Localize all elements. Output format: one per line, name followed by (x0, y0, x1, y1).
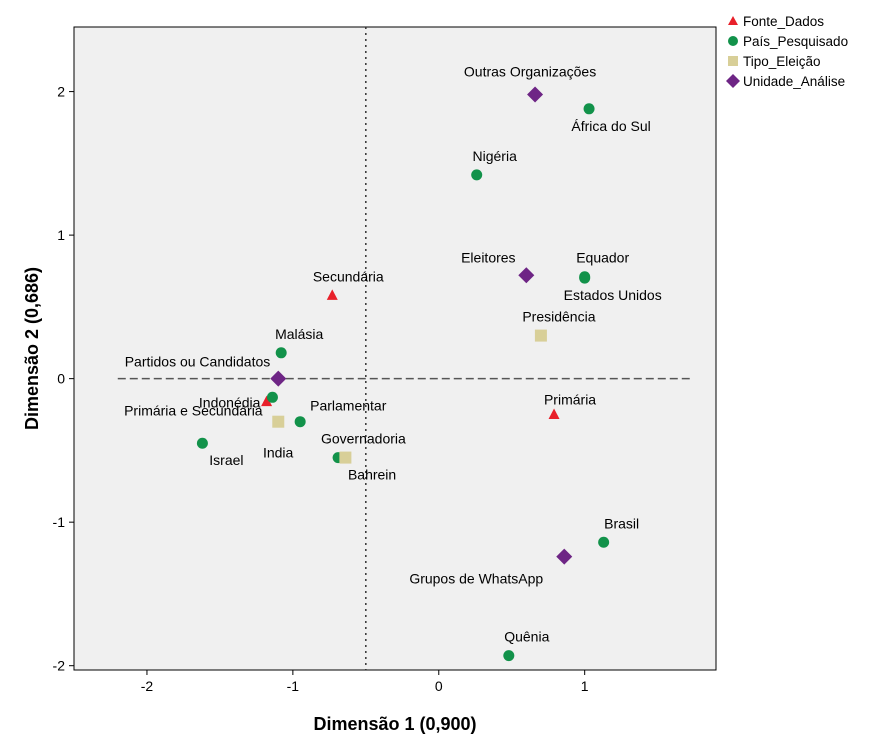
point-label: Parlamentar (310, 398, 387, 414)
legend-marker-diamond (726, 74, 740, 88)
point-label: Governadoria (321, 431, 406, 447)
point-triangle (261, 395, 273, 407)
point-label: Partidos ou Candidatos (125, 354, 271, 370)
x-tick-label: -2 (141, 678, 154, 694)
point-label: África do Sul (571, 118, 650, 134)
legend-marker-circle (728, 36, 738, 46)
point-label: Nigéria (473, 148, 518, 164)
legend-label: Unidade_Análise (743, 74, 845, 89)
point-label: Bahrein (348, 467, 396, 483)
point-diamond (270, 370, 287, 387)
point-label: Primária (544, 392, 596, 408)
point-label: Indonédia (199, 394, 261, 410)
point-circle (196, 437, 208, 449)
point-circle (294, 416, 306, 428)
y-tick-label: 0 (57, 371, 65, 387)
point-label: Malásia (275, 326, 323, 342)
point-square (339, 451, 352, 464)
point-label: Grupos de WhatsApp (409, 571, 543, 587)
point-label: Quênia (504, 629, 549, 645)
point-circle (503, 650, 515, 662)
point-diamond (518, 267, 535, 284)
point-label: Equador (576, 250, 629, 266)
x-tick-label: 1 (581, 678, 589, 694)
point-label: Israel (209, 452, 243, 468)
point-label: Primária e Secundária (124, 403, 263, 419)
point-square (534, 329, 547, 342)
x-tick-label: 0 (435, 678, 443, 694)
point-circle (598, 536, 610, 548)
legend-marker-triangle (728, 16, 738, 25)
y-axis-title: Dimensão 2 (0,686) (22, 267, 42, 430)
point-diamond (556, 548, 573, 565)
point-circle (471, 169, 483, 181)
plot-area (73, 26, 717, 671)
point-triangle (548, 408, 560, 420)
point-square (272, 415, 285, 428)
legend-label: País_Pesquisado (743, 34, 848, 49)
legend-label: Fonte_Dados (743, 14, 824, 29)
point-diamond (527, 86, 544, 103)
point-label: Brasil (604, 515, 639, 531)
point-circle (275, 347, 287, 359)
point-circle (579, 272, 591, 284)
y-tick-label: -1 (53, 514, 66, 530)
point-circle (583, 103, 595, 115)
y-tick-label: -2 (53, 658, 66, 674)
x-axis-title: Dimensão 1 (0,900) (313, 714, 476, 734)
y-tick-label: 2 (57, 84, 65, 100)
point-label: Presidência (522, 309, 595, 325)
point-label: Outras Organizações (464, 63, 596, 79)
point-label: Secundária (313, 268, 384, 284)
point-label: Estados Unidos (564, 287, 662, 303)
point-circle (266, 391, 278, 403)
point-label: India (263, 445, 294, 461)
legend-label: Tipo_Eleição (743, 54, 821, 69)
point-label: Eleitores (461, 249, 515, 265)
legend-marker-square (728, 56, 738, 66)
y-tick-label: 1 (57, 227, 65, 243)
point-triangle (326, 289, 338, 300)
x-tick-label: -1 (287, 678, 300, 694)
